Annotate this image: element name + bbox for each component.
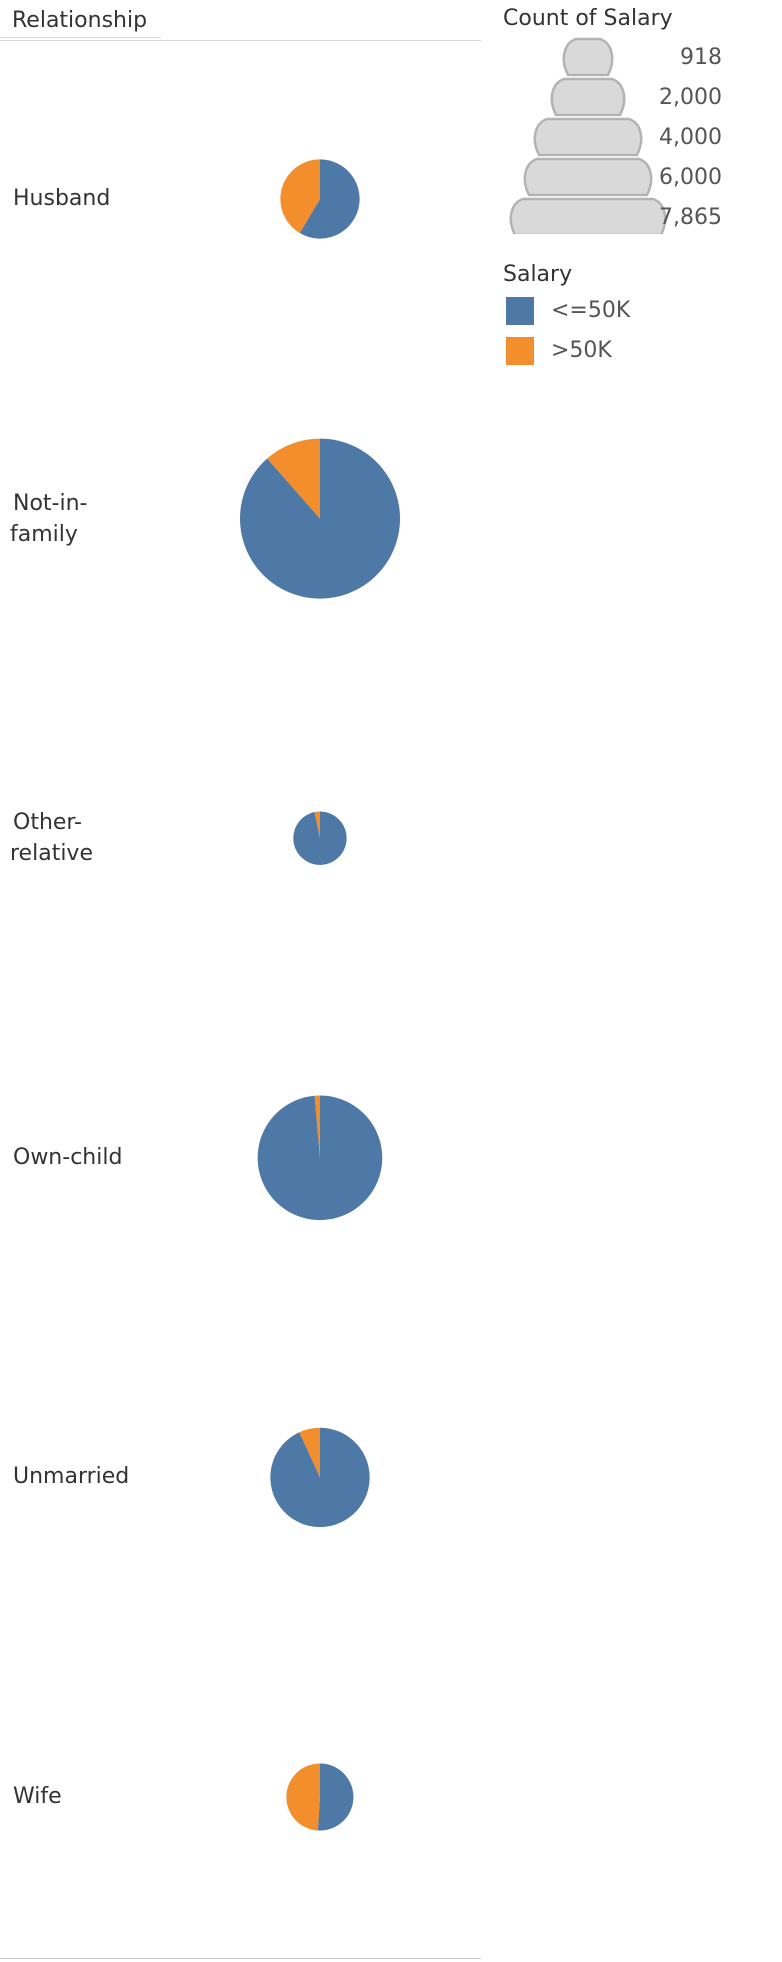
row-label-wife: Wife	[13, 1784, 62, 1809]
pie-slice-high-other-relative	[314, 811, 320, 839]
pie-slice-low-unmarried	[270, 1427, 370, 1528]
pie-unmarried	[270, 1427, 370, 1528]
size-legend: 918 2,000 4,000 6,000 7,865	[500, 34, 760, 234]
size-legend-shape	[533, 117, 643, 157]
pie-slice-low-not-in-family	[240, 438, 401, 599]
row-header: Relationship	[12, 8, 148, 33]
color-legend-item[interactable]: >50K	[506, 337, 706, 367]
pie-slice-low-other-relative	[293, 811, 347, 865]
pie-own-child	[257, 1095, 383, 1221]
size-legend-value: 6,000	[659, 165, 722, 190]
pie-other-relative	[293, 811, 347, 865]
size-legend-value: 918	[680, 45, 722, 70]
row-label-other-relative: Other-relative	[10, 810, 93, 867]
pie-slice-high-own-child	[314, 1095, 320, 1158]
size-legend-value: 2,000	[659, 85, 722, 110]
row-label-not-in-family: Not-in-family	[10, 490, 88, 547]
color-swatch	[506, 297, 534, 325]
row-label-own-child: Own-child	[13, 1144, 123, 1170]
color-swatch	[506, 337, 534, 365]
pie-slice-low-husband	[299, 159, 360, 239]
header-rule	[0, 37, 161, 38]
pie-slice-high-unmarried	[299, 1427, 320, 1478]
size-legend-value: 4,000	[659, 125, 722, 150]
pane-top-border	[0, 40, 481, 41]
size-legend-shape	[550, 77, 626, 117]
size-legend-shapes	[509, 37, 667, 234]
size-legend-value: 7,865	[659, 205, 722, 230]
size-legend-title: Count of Salary	[503, 6, 673, 31]
pane-bottom-border	[0, 1958, 481, 1959]
pie-slice-high-husband	[280, 159, 320, 234]
pie-slice-low-wife	[317, 1763, 354, 1831]
color-legend-item[interactable]: <=50K	[506, 297, 706, 327]
pie-slice-low-own-child	[257, 1095, 383, 1221]
pie-husband	[280, 159, 360, 239]
pie-slice-high-wife	[286, 1763, 320, 1831]
size-legend-shape	[562, 37, 614, 77]
size-legend-shape	[509, 197, 667, 234]
size-legend-shape	[523, 157, 653, 197]
color-legend-label: <=50K	[551, 298, 631, 323]
pie-not-in-family	[240, 438, 401, 599]
color-legend-label: >50K	[551, 338, 612, 363]
row-label-husband: Husband	[13, 186, 111, 211]
color-legend-title: Salary	[503, 262, 573, 287]
row-label-unmarried: Unmarried	[13, 1464, 130, 1490]
pie-wife	[286, 1763, 354, 1831]
pie-slice-high-not-in-family	[267, 438, 320, 519]
